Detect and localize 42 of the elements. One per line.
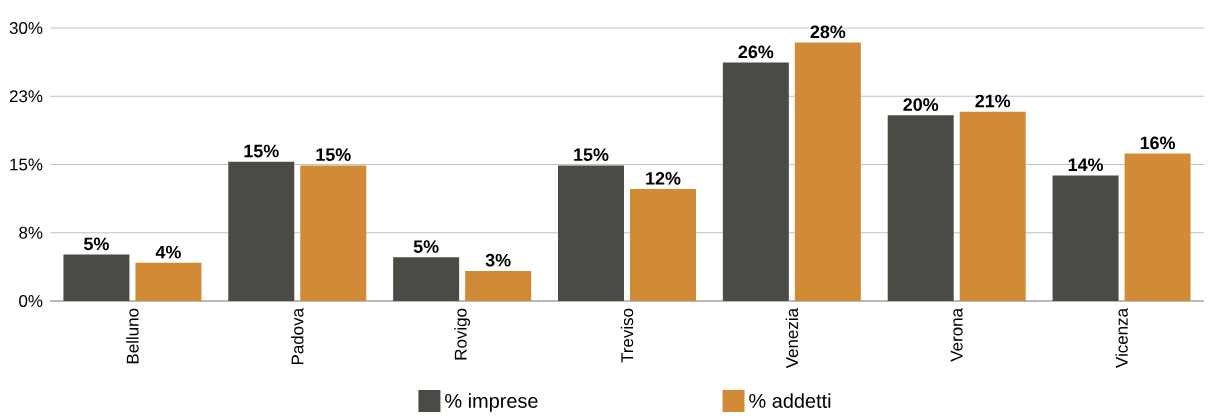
data-label: 26% (738, 45, 774, 59)
bar (1124, 153, 1191, 301)
bar (959, 111, 1026, 301)
data-label: 5% (84, 237, 109, 251)
legend-label: % addetti (749, 393, 831, 408)
data-label: 14% (1068, 158, 1104, 171)
data-label: 15% (244, 144, 279, 158)
bar (135, 262, 202, 301)
data-label: 3% (485, 253, 511, 267)
x-tick-label: Rovigo (454, 308, 471, 360)
data-label: 20% (903, 98, 939, 111)
data-label: 28% (810, 25, 846, 39)
y-tick-label: 23% (9, 90, 43, 103)
y-tick-label: 30% (9, 22, 43, 34)
x-tick-label: Padova (291, 308, 304, 365)
x-tick-label: Vicenza (1115, 308, 1128, 368)
data-label: 21% (975, 94, 1011, 108)
bar (558, 165, 624, 301)
bar (300, 165, 367, 301)
bar (465, 270, 532, 301)
data-label: 12% (646, 171, 681, 185)
y-tick-label: 8% (19, 226, 43, 239)
y-tick-label: 0% (19, 295, 43, 307)
data-label: 5% (413, 240, 439, 253)
bar (794, 42, 861, 301)
x-tick-label: Treviso (620, 308, 634, 363)
bar (887, 115, 954, 301)
data-label: 15% (316, 148, 351, 162)
legend-label: % imprese (445, 393, 538, 412)
bar (1052, 175, 1119, 301)
x-tick-label: Verona (950, 308, 963, 362)
bar (630, 189, 696, 301)
bar (228, 161, 295, 301)
x-tick-label: Belluno (126, 308, 139, 364)
bar (722, 62, 789, 301)
data-label: 16% (1140, 136, 1176, 150)
x-tick-label: Venezia (785, 308, 799, 369)
data-label: 4% (155, 245, 181, 259)
y-tick-label: 15% (10, 158, 43, 171)
data-label: 15% (574, 148, 609, 162)
bar (63, 254, 130, 301)
bar (393, 257, 460, 301)
